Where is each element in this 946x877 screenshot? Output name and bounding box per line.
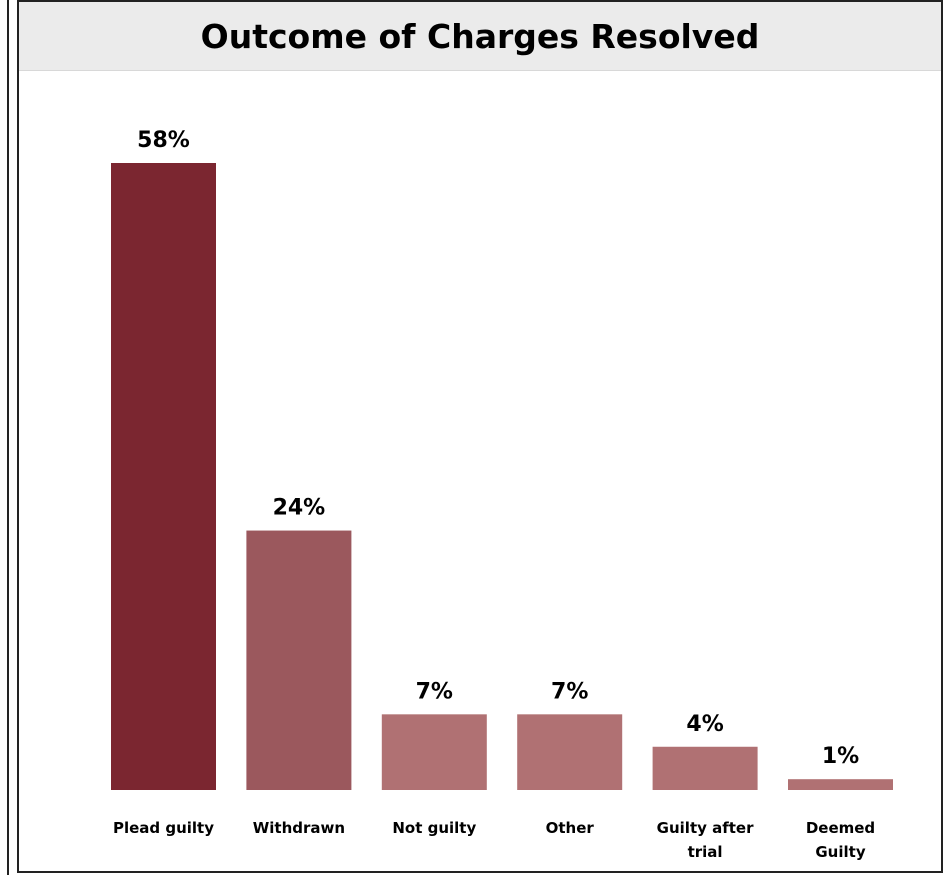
category-label-3: Other [546,819,595,837]
bar-4 [652,746,758,790]
category-label-0: Plead guilty [113,819,214,837]
data-label-3: 7% [551,679,588,704]
category-label-4: Guilty after trial [657,819,754,861]
data-label-0: 58% [137,128,190,153]
category-label-1: Withdrawn [253,819,345,837]
category-label-2: Not guilty [392,819,476,837]
data-label-1: 24% [273,496,326,521]
left-border-rule [7,0,9,875]
bar-0 [111,163,216,790]
bar-5 [788,779,893,790]
chart-title: Outcome of Charges Resolved [200,16,760,56]
chart-title-bar: Outcome of Charges Resolved [19,2,941,71]
bar-3 [517,714,623,790]
bar-chart: 58% Plead guilty 24% Withdrawn 7% Not guilty 7… [111,128,893,861]
data-label-5: 1% [822,744,859,769]
category-label-5: Deemed Guilty [806,819,875,861]
chart-plot-area: 58% Plead guilty 24% Withdrawn 7% Not guilty 7… [19,70,941,873]
data-label-4: 4% [686,712,723,737]
data-label-2: 7% [416,679,453,704]
bar-2 [381,714,487,790]
bar-1 [246,530,352,790]
chart-frame: Outcome of Charges Resolved 58% Plead gui… [17,0,943,873]
